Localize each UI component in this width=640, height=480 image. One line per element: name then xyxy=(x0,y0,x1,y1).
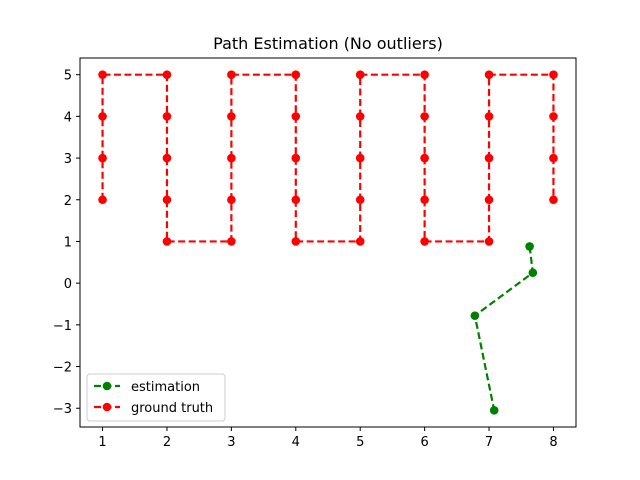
ground-truth-point xyxy=(355,195,365,205)
ground-truth-point xyxy=(355,70,365,79)
ground-truth-point xyxy=(162,70,172,79)
ground-truth-point xyxy=(355,112,365,121)
x-tick-label: 1 xyxy=(98,435,106,450)
ground-truth-point xyxy=(98,195,107,205)
ground-truth-point xyxy=(484,195,494,205)
y-tick-label: 5 xyxy=(64,69,72,84)
y-tick-label: 0 xyxy=(64,277,72,292)
ground-truth-point xyxy=(291,153,301,163)
ground-truth-point xyxy=(162,153,172,163)
ground-truth-point xyxy=(227,237,236,246)
ground-truth-point xyxy=(549,195,558,205)
legend-label-ground-truth: ground truth xyxy=(131,401,213,416)
y-tick-label: −2 xyxy=(53,361,72,376)
ground-truth-point xyxy=(420,112,429,121)
y-tick-label: 3 xyxy=(64,152,72,167)
x-tick-label: 3 xyxy=(227,435,235,450)
ground-truth-point xyxy=(291,237,301,246)
chart-title: Path Estimation (No outliers) xyxy=(213,34,443,53)
ground-truth-point xyxy=(355,153,365,163)
x-tick-label: 7 xyxy=(485,435,493,450)
ground-truth-point xyxy=(420,195,429,205)
ground-truth-point xyxy=(291,112,301,121)
ground-truth-point xyxy=(227,112,236,121)
ground-truth-point xyxy=(484,112,494,121)
estimation-point xyxy=(525,242,534,251)
ground-truth-point xyxy=(484,237,494,246)
axes-frame xyxy=(79,57,577,428)
ground-truth-point xyxy=(227,70,236,79)
x-tick-label: 2 xyxy=(163,435,171,450)
y-tick-label: 2 xyxy=(64,194,72,209)
ground-truth-point xyxy=(162,195,172,205)
plot-area xyxy=(98,70,558,415)
ground-truth-point xyxy=(484,153,494,163)
y-tick-label: 4 xyxy=(64,110,72,125)
ground-truth-point xyxy=(291,195,301,205)
y-tick-label: 1 xyxy=(64,235,72,250)
x-tick-label: 6 xyxy=(420,435,428,450)
ground-truth-point xyxy=(227,153,236,163)
legend: estimation ground truth xyxy=(86,373,226,422)
ground-truth-point xyxy=(291,70,301,79)
ground-truth-point xyxy=(355,237,365,246)
ground-truth-point xyxy=(98,153,107,163)
ground-truth-line xyxy=(101,73,555,243)
y-tick-label: −3 xyxy=(53,402,72,417)
axis-ticks: 1 2 3 4 5 6 7 8 −3 −2 −1 0 1 2 3 4 5 xyxy=(53,69,558,450)
legend-marker-estimation xyxy=(102,381,112,391)
ground-truth-point xyxy=(484,70,494,79)
ground-truth-point xyxy=(227,195,236,205)
estimation-point xyxy=(528,268,538,278)
ground-truth-point xyxy=(162,112,172,121)
legend-label-estimation: estimation xyxy=(131,380,200,395)
ground-truth-point xyxy=(98,70,107,79)
ground-truth-point xyxy=(420,237,429,246)
estimation-point xyxy=(470,311,480,320)
ground-truth-point xyxy=(420,70,429,79)
estimation-point xyxy=(489,406,499,415)
ground-truth-point xyxy=(162,237,172,246)
legend-marker-ground-truth xyxy=(102,402,112,412)
estimation-line xyxy=(473,246,535,411)
x-tick-label: 8 xyxy=(549,435,557,450)
ground-truth-point xyxy=(420,153,429,163)
ground-truth-point xyxy=(98,112,107,121)
ground-truth-point xyxy=(549,112,558,121)
ground-truth-point xyxy=(549,70,558,79)
legend-box xyxy=(86,373,226,422)
x-tick-label: 4 xyxy=(292,435,300,450)
y-tick-label: −1 xyxy=(53,319,72,334)
x-tick-label: 5 xyxy=(356,435,364,450)
ground-truth-point xyxy=(549,153,558,163)
